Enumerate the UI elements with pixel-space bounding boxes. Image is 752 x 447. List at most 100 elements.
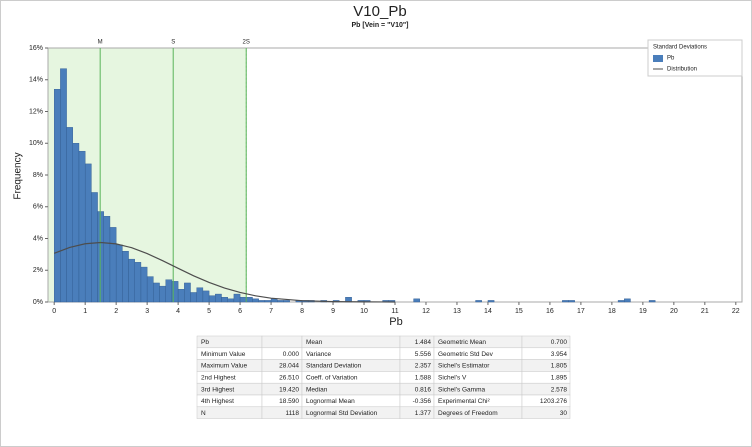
table-cell: [261, 335, 303, 349]
table-value: 1203.276: [540, 398, 567, 405]
table-value: 0.000: [283, 351, 300, 358]
x-tick-label: 3: [145, 308, 149, 315]
histogram-bar: [177, 289, 185, 303]
histogram-bar: [208, 295, 216, 303]
table-value: 18.590: [279, 398, 299, 405]
x-tick-label: 13: [453, 308, 461, 315]
y-tick-label: 10%: [29, 140, 43, 147]
histogram-bar: [648, 300, 656, 303]
histogram-bar: [215, 293, 222, 303]
histogram-bar: [84, 163, 92, 303]
x-tick-label: 21: [701, 308, 709, 315]
y-tick-label: 16%: [29, 45, 43, 52]
histogram-bar: [122, 250, 129, 303]
histogram-bar: [562, 300, 569, 303]
x-tick-label: 20: [670, 308, 678, 315]
legend-label: Distribution: [667, 67, 697, 73]
table-value: 26.510: [279, 375, 299, 382]
histogram-bar: [258, 300, 266, 303]
table-label: 2nd Highest: [201, 375, 236, 382]
table-cell: [196, 406, 263, 419]
table-cell: [521, 406, 571, 419]
table-value: -0.356: [413, 398, 432, 405]
histogram-bar: [134, 262, 142, 303]
x-tick-label: 4: [176, 308, 180, 315]
histogram-bar: [233, 293, 241, 303]
table-label: Pb: [201, 339, 209, 346]
table-value: 1.484: [415, 339, 432, 346]
x-tick-label: 15: [515, 308, 523, 315]
legend-swatch: [653, 55, 663, 62]
x-tick-label: 17: [577, 308, 585, 315]
histogram-bar: [146, 276, 154, 303]
histogram-bar: [159, 285, 166, 303]
histogram-bar: [109, 227, 117, 303]
table-value: 0.700: [551, 339, 568, 346]
y-tick-label: 0%: [33, 299, 43, 306]
histogram-bar: [78, 150, 86, 303]
table-value: 3.954: [551, 351, 568, 358]
x-tick-label: 2: [114, 308, 118, 315]
x-tick-label: 14: [484, 308, 492, 315]
table-label: Coeff. of Variation: [306, 375, 358, 382]
table-value: 1.377: [415, 410, 432, 417]
x-tick-label: 6: [238, 308, 242, 315]
legend-label: Pb: [667, 56, 675, 62]
histogram-bar: [270, 298, 278, 303]
table-value: 0.816: [415, 386, 432, 393]
table-label: N: [201, 410, 206, 417]
table-label: 4th Highest: [201, 398, 234, 405]
histogram-bar: [190, 292, 197, 303]
x-tick-label: 10: [360, 308, 368, 315]
chart-subtitle: Pb [Vein = "V10"]: [351, 22, 408, 29]
table-value: 5.556: [415, 351, 432, 358]
histogram-bar: [227, 298, 235, 303]
histogram-bar: [153, 282, 160, 303]
histogram-bar: [413, 298, 420, 303]
table-value: 30: [560, 410, 568, 417]
x-tick-label: 5: [207, 308, 211, 315]
x-tick-label: 0: [52, 308, 56, 315]
table-label: Lognormal Mean: [306, 398, 355, 405]
histogram-bar: [624, 298, 631, 303]
table-label: Sichel's V: [438, 375, 467, 382]
y-tick-label: 6%: [33, 204, 43, 211]
x-tick-label: 7: [269, 308, 273, 315]
table-label: Minimum Value: [201, 351, 246, 358]
table-label: Degrees of Freedom: [438, 410, 498, 417]
chart-title: V10_Pb: [353, 3, 406, 20]
histogram-bar: [202, 290, 210, 303]
histogram-bar: [239, 297, 247, 303]
table-label: Experimental Chi²: [438, 398, 490, 405]
histogram-bar: [568, 300, 575, 303]
table-value: 2.578: [551, 386, 568, 393]
histogram-bar: [475, 300, 482, 303]
histogram-bar: [165, 279, 173, 303]
histogram-bar: [283, 300, 290, 303]
x-tick-label: 1: [83, 308, 87, 315]
histogram-bar: [264, 300, 272, 303]
table-label: Standard Deviation: [306, 363, 362, 370]
table-value: 1.805: [551, 363, 568, 370]
table-label: Sichel's Estimator: [438, 363, 490, 370]
x-tick-label: 12: [422, 308, 430, 315]
histogram-bar: [487, 300, 495, 303]
table-label: Geometric Mean: [438, 339, 486, 346]
table-value: 1.588: [415, 375, 432, 382]
distribution-curve: [53, 241, 396, 303]
table-label: Lognormal Std Deviation: [306, 410, 378, 417]
histogram-bar: [72, 143, 80, 303]
reference-label: M: [98, 40, 103, 46]
y-tick-label: 8%: [33, 172, 43, 179]
histogram-bar: [115, 244, 123, 303]
legend-title: Standard Deviations: [653, 45, 707, 51]
table-label: Sichel's Gamma: [438, 386, 486, 393]
y-tick-label: 12%: [29, 108, 43, 115]
histogram-bar: [184, 282, 191, 303]
histogram-bar: [277, 300, 284, 303]
table-value: 2.357: [415, 363, 432, 370]
histogram-bar: [103, 216, 111, 303]
histogram-bar: [66, 127, 73, 303]
histogram-bar: [221, 297, 228, 303]
x-tick-label: 11: [391, 308, 398, 315]
